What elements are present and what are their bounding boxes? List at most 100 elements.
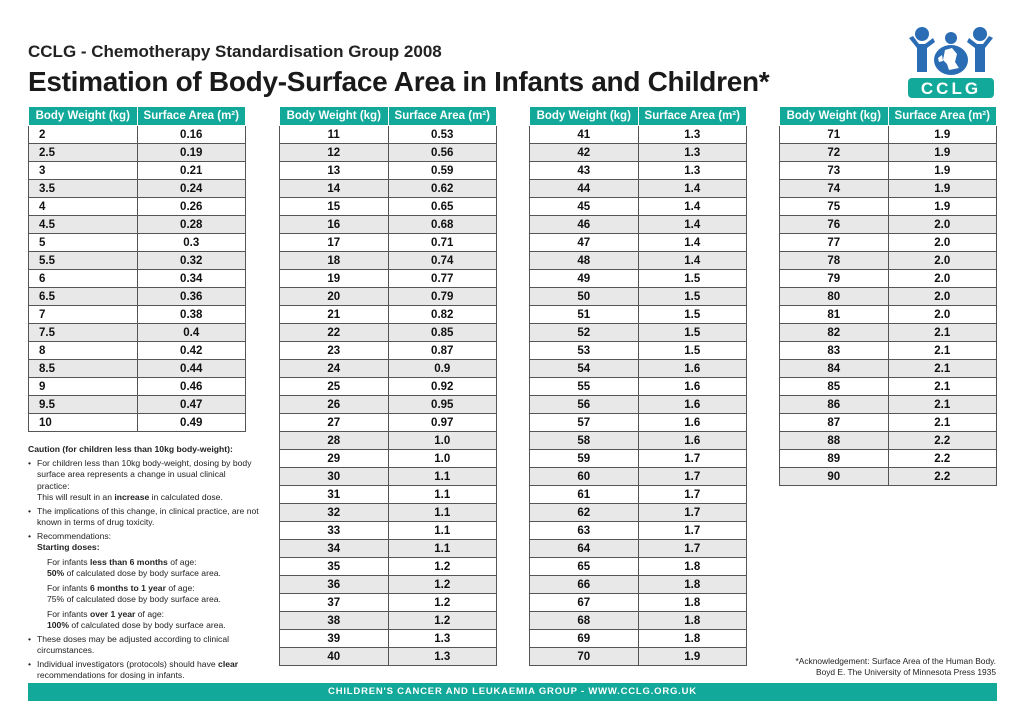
- table-row: 24 0.9: [279, 359, 497, 378]
- weight-cell: 61: [529, 485, 639, 504]
- table-row: 4.5 0.28: [28, 215, 246, 234]
- area-cell: 1.2: [387, 593, 497, 612]
- area-cell: 0.38: [136, 305, 246, 324]
- weight-cell: 79: [779, 269, 889, 288]
- weight-cell: 24: [279, 359, 389, 378]
- weight-cell: 64: [529, 539, 639, 558]
- weight-cell: 74: [779, 179, 889, 198]
- table-row: 87 2.1: [779, 413, 997, 432]
- table-row: 17 0.71: [279, 233, 497, 252]
- table-row: 49 1.5: [529, 269, 747, 288]
- area-cell: 1.4: [637, 179, 747, 198]
- bsa-table-4: Body Weight (kg) Surface Area (m²) 71 1.9 72…: [779, 106, 997, 486]
- header-area: Surface Area (m²): [637, 106, 747, 126]
- table-row: 89 2.2: [779, 449, 997, 468]
- weight-cell: 31: [279, 485, 389, 504]
- table-row: 15 0.65: [279, 197, 497, 216]
- table-row: 83 2.1: [779, 341, 997, 360]
- header-area: Surface Area (m²): [387, 106, 497, 126]
- caution-notes: Caution (for children less than 10kg bod…: [28, 444, 260, 682]
- table-row: 51 1.5: [529, 305, 747, 324]
- table-row: 33 1.1: [279, 521, 497, 540]
- table-row: 39 1.3: [279, 629, 497, 648]
- table-row: 65 1.8: [529, 557, 747, 576]
- area-cell: 2.2: [887, 467, 997, 486]
- table-row: 44 1.4: [529, 179, 747, 198]
- weight-cell: 83: [779, 341, 889, 360]
- area-cell: 0.65: [387, 197, 497, 216]
- caution-bullet: • The implications of this change, in cl…: [28, 505, 259, 528]
- area-cell: 1.3: [637, 125, 747, 144]
- area-cell: 1.3: [387, 629, 497, 648]
- weight-cell: 56: [529, 395, 639, 414]
- area-cell: 0.53: [387, 125, 497, 144]
- table-row: 73 1.9: [779, 161, 997, 180]
- weight-cell: 54: [529, 359, 639, 378]
- weight-cell: 52: [529, 323, 639, 342]
- weight-cell: 3.5: [28, 179, 138, 198]
- weight-cell: 27: [279, 413, 389, 432]
- area-cell: 0.47: [136, 395, 246, 414]
- caution-text: These doses may be adjusted according to…: [37, 633, 230, 656]
- area-cell: 2.2: [887, 449, 997, 468]
- area-cell: 2.0: [887, 287, 997, 306]
- table-row: 86 2.1: [779, 395, 997, 414]
- starting-doses-label: Starting doses:: [37, 542, 100, 552]
- area-cell: 1.4: [637, 233, 747, 252]
- table-row: 4 0.26: [28, 197, 246, 216]
- weight-cell: 22: [279, 323, 389, 342]
- area-cell: 1.6: [637, 395, 747, 414]
- weight-cell: 68: [529, 611, 639, 630]
- area-cell: 0.62: [387, 179, 497, 198]
- table-row: 64 1.7: [529, 539, 747, 558]
- table-row: 60 1.7: [529, 467, 747, 486]
- table-row: 71 1.9: [779, 125, 997, 144]
- table-row: 90 2.2: [779, 467, 997, 486]
- area-cell: 1.8: [637, 611, 747, 630]
- area-cell: 1.4: [637, 251, 747, 270]
- weight-cell: 89: [779, 449, 889, 468]
- header-weight: Body Weight (kg): [529, 106, 639, 126]
- bsa-table-2: Body Weight (kg) Surface Area (m²) 11 0.53 1…: [279, 106, 497, 666]
- weight-cell: 17: [279, 233, 389, 252]
- weight-cell: 73: [779, 161, 889, 180]
- cclg-logo: CCLG: [908, 27, 994, 98]
- weight-cell: 23: [279, 341, 389, 360]
- weight-cell: 76: [779, 215, 889, 234]
- acknowledgement: *Acknowledgement: Surface Area of the Hu…: [796, 656, 997, 678]
- weight-cell: 78: [779, 251, 889, 270]
- table-row: 5.5 0.32: [28, 251, 246, 270]
- table-row: 74 1.9: [779, 179, 997, 198]
- dose-rule: For infants less than 6 months of age: 5…: [47, 556, 221, 579]
- table-row: 20 0.79: [279, 287, 497, 306]
- area-cell: 1.7: [637, 539, 747, 558]
- bsa-table-1: Body Weight (kg) Surface Area (m²) 2 0.16 2.…: [28, 106, 246, 432]
- area-cell: 0.21: [136, 161, 246, 180]
- weight-cell: 46: [529, 215, 639, 234]
- table-row: 32 1.1: [279, 503, 497, 522]
- area-cell: 2.1: [887, 395, 997, 414]
- table-row: 70 1.9: [529, 647, 747, 666]
- area-cell: 0.42: [136, 341, 246, 360]
- dose-rule: For infants 6 months to 1 year of age: 7…: [47, 582, 221, 605]
- table-row: 45 1.4: [529, 197, 747, 216]
- weight-cell: 32: [279, 503, 389, 522]
- area-cell: 2.1: [887, 341, 997, 360]
- weight-cell: 35: [279, 557, 389, 576]
- table-row: 16 0.68: [279, 215, 497, 234]
- area-cell: 1.5: [637, 269, 747, 288]
- area-cell: 2.1: [887, 359, 997, 378]
- table-row: 55 1.6: [529, 377, 747, 396]
- table-row: 7.5 0.4: [28, 323, 246, 342]
- area-cell: 1.1: [387, 521, 497, 540]
- page-title: Estimation of Body-Surface Area in Infan…: [28, 66, 770, 97]
- table-row: 63 1.7: [529, 521, 747, 540]
- area-cell: 1.5: [637, 287, 747, 306]
- footer-bar[interactable]: CHILDREN'S CANCER AND LEUKAEMIA GROUP - …: [28, 683, 997, 701]
- table-row: 84 2.1: [779, 359, 997, 378]
- table-row: 6 0.34: [28, 269, 246, 288]
- weight-cell: 2: [28, 125, 138, 144]
- table-row: 11 0.53: [279, 125, 497, 144]
- table-row: 78 2.0: [779, 251, 997, 270]
- weight-cell: 38: [279, 611, 389, 630]
